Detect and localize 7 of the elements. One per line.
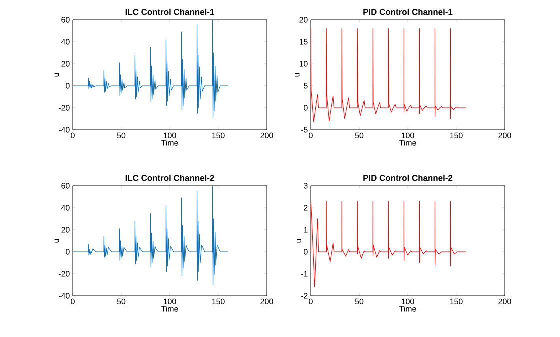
chart-title: ILC Control Channel-1 xyxy=(126,8,214,16)
chart-title: PID Control Channel-1 xyxy=(364,8,453,16)
chart-title: ILC Control Channel-2 xyxy=(126,174,214,182)
line-series xyxy=(311,28,467,122)
chart-title: PID Control Channel-2 xyxy=(364,174,453,182)
line-series xyxy=(73,186,229,286)
line-series xyxy=(73,20,229,118)
